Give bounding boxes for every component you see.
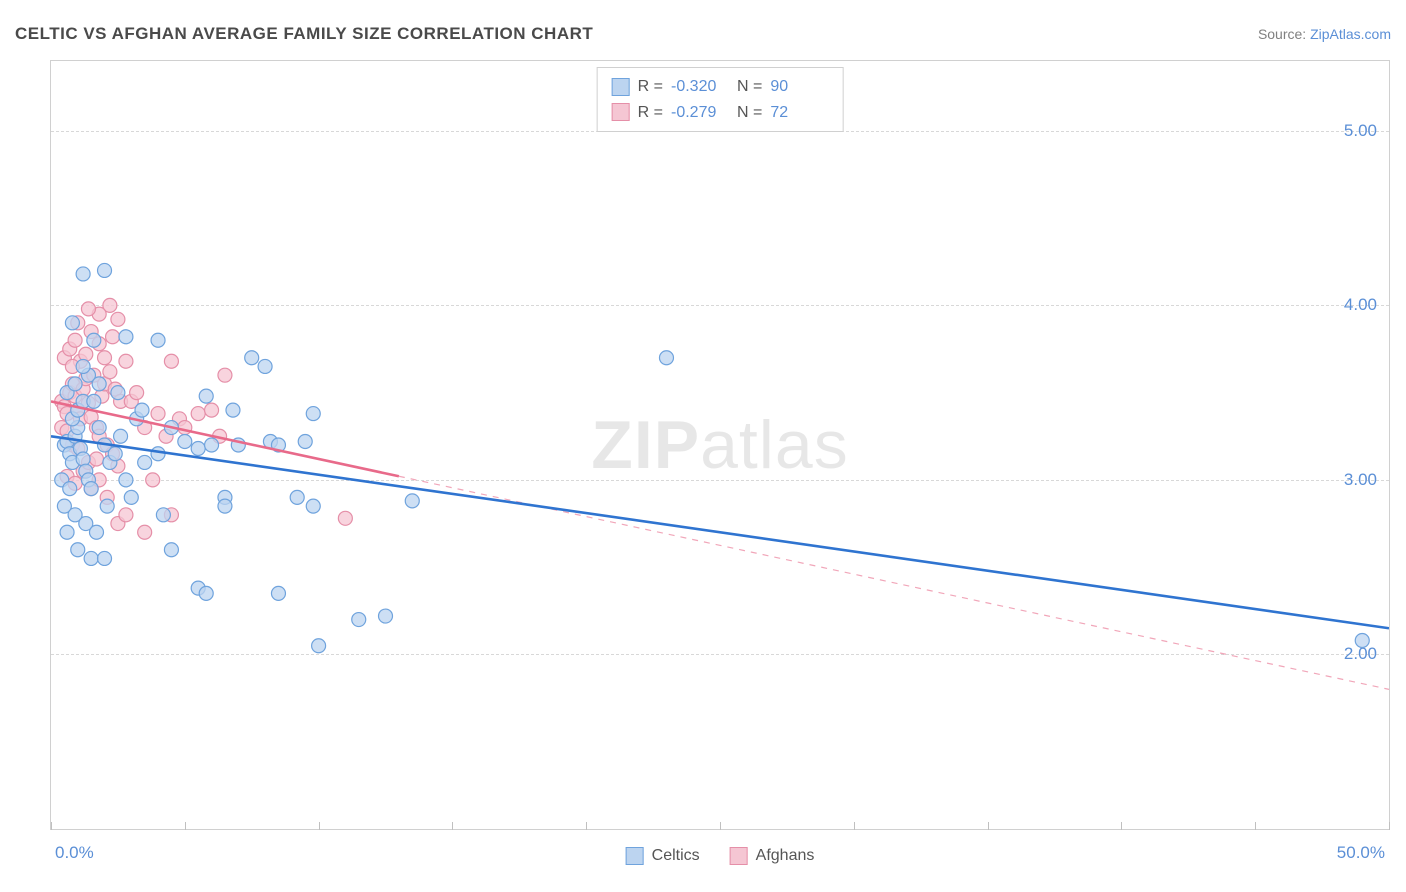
- chart-svg: [51, 61, 1389, 829]
- x-axis-max-label: 50.0%: [1337, 843, 1385, 863]
- legend-row-pink: R =-0.279 N =72: [612, 100, 829, 126]
- legend-item-celtics: Celtics: [626, 847, 700, 865]
- swatch-celtics-icon: [626, 847, 644, 865]
- swatch-pink-icon: [612, 103, 630, 121]
- chart-plot-area: ZIPatlas 2.003.004.005.00 R =-0.320 N =9…: [50, 60, 1390, 830]
- chart-title: CELTIC VS AFGHAN AVERAGE FAMILY SIZE COR…: [15, 24, 593, 44]
- legend-series: Celtics Afghans: [626, 847, 815, 865]
- legend-correlation: R =-0.320 N =90 R =-0.279 N =72: [597, 67, 844, 132]
- x-axis-min-label: 0.0%: [55, 843, 94, 863]
- source-link[interactable]: ZipAtlas.com: [1310, 26, 1391, 42]
- swatch-afghans-icon: [730, 847, 748, 865]
- legend-item-afghans: Afghans: [730, 847, 815, 865]
- source-attribution: Source: ZipAtlas.com: [1258, 26, 1391, 42]
- swatch-blue-icon: [612, 78, 630, 96]
- legend-row-blue: R =-0.320 N =90: [612, 74, 829, 100]
- x-tick: [1389, 822, 1390, 830]
